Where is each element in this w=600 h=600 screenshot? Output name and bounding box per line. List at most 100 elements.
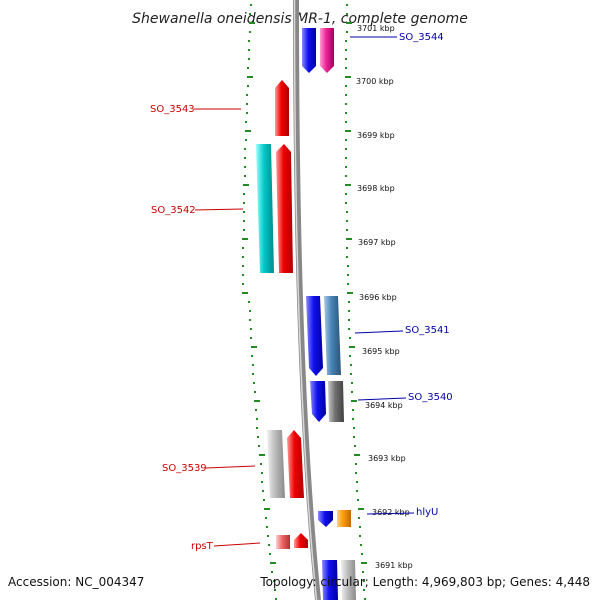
gene-feature[interactable] — [287, 430, 304, 498]
tick-mark — [251, 355, 253, 357]
tick-mark — [243, 211, 245, 213]
gene-feature[interactable] — [276, 535, 290, 549]
gene-feature[interactable] — [318, 511, 333, 527]
tick-mark — [265, 517, 267, 519]
tick-mark — [244, 175, 246, 177]
gene-feature[interactable] — [322, 560, 338, 600]
tick-mark — [345, 184, 351, 186]
tick-mark — [275, 598, 277, 600]
tick-mark — [268, 544, 270, 546]
tick-mark — [243, 184, 249, 186]
tick-mark — [262, 490, 264, 492]
tick-mark — [354, 445, 356, 447]
tick-mark — [346, 22, 352, 24]
tick-mark — [254, 391, 256, 393]
tick-mark — [351, 391, 353, 393]
tick-mark — [345, 103, 347, 105]
tick-mark — [250, 328, 252, 330]
tick-mark — [345, 130, 351, 132]
tick-mark — [349, 337, 351, 339]
tick-mark — [355, 472, 357, 474]
tick-mark — [247, 76, 253, 78]
gene-feature[interactable] — [320, 28, 334, 73]
tick-mark — [346, 4, 348, 6]
kbp-label: 3692 kbp — [372, 508, 410, 517]
tick-mark — [269, 553, 271, 555]
gene-feature[interactable] — [324, 296, 341, 375]
tick-mark — [345, 94, 347, 96]
tick-mark — [345, 58, 347, 60]
gene-feature[interactable] — [341, 560, 356, 600]
tick-mark — [355, 463, 357, 465]
tick-mark — [347, 292, 353, 294]
tick-mark — [357, 499, 359, 501]
tick-mark — [245, 121, 247, 123]
kbp-label: 3691 kbp — [375, 561, 413, 570]
gene-feature[interactable] — [275, 80, 289, 136]
tick-mark — [249, 310, 251, 312]
kbp-label: 3701 kbp — [357, 24, 395, 33]
tick-mark — [250, 4, 252, 6]
gene-feature[interactable] — [294, 533, 308, 548]
left-dotted-border — [242, 4, 277, 600]
gene-label-so-3540[interactable]: SO_3540 — [408, 392, 453, 403]
tick-mark — [351, 382, 353, 384]
tick-mark — [360, 544, 362, 546]
tick-mark — [358, 508, 364, 510]
accession-text: Accession: NC_004347 — [8, 575, 144, 589]
tick-mark — [345, 121, 347, 123]
gene-features — [256, 28, 356, 600]
tick-mark — [242, 283, 244, 285]
kbp-label: 3698 kbp — [357, 184, 395, 193]
tick-mark — [354, 454, 360, 456]
tick-mark — [364, 598, 366, 600]
kbp-scale: 3701 kbp 3700 kbp 3699 kbp 3698 kbp 3697… — [356, 24, 413, 570]
tick-mark — [345, 67, 347, 69]
gene-feature[interactable] — [276, 144, 293, 273]
gene-feature[interactable] — [256, 144, 274, 273]
tick-mark — [271, 571, 273, 573]
right-gene-labels: SO_3544 SO_3541 SO_3540 hlyU — [350, 32, 453, 518]
tick-mark — [255, 409, 257, 411]
gene-label-hlyu[interactable]: hlyU — [416, 507, 438, 518]
tick-mark — [353, 436, 355, 438]
gene-feature[interactable] — [267, 430, 285, 498]
genome-backbone-highlight — [293, 0, 318, 600]
gene-label-rpst[interactable]: rpsT — [191, 541, 214, 552]
tick-mark — [359, 526, 361, 528]
gene-feature[interactable] — [337, 510, 351, 527]
tick-mark — [267, 535, 269, 537]
gene-feature[interactable] — [310, 381, 326, 422]
tick-mark — [352, 418, 354, 420]
gene-feature[interactable] — [306, 296, 323, 376]
tick-mark — [242, 247, 244, 249]
tick-mark — [248, 40, 250, 42]
tick-mark — [352, 409, 354, 411]
tick-mark — [242, 265, 244, 267]
tick-mark — [243, 202, 245, 204]
tick-mark — [250, 337, 252, 339]
tick-mark — [363, 589, 365, 591]
gene-label-so-3544[interactable]: SO_3544 — [399, 32, 444, 43]
kbp-label: 3696 kbp — [359, 293, 397, 302]
gene-label-so-3543[interactable]: SO_3543 — [150, 104, 195, 115]
tick-mark — [245, 139, 247, 141]
tick-mark — [251, 346, 257, 348]
tick-mark — [249, 22, 255, 24]
tick-mark — [256, 418, 258, 420]
tick-mark — [347, 283, 349, 285]
gene-label-so-3539[interactable]: SO_3539 — [162, 463, 207, 474]
gene-label-so-3542[interactable]: SO_3542 — [151, 205, 196, 216]
tick-mark — [249, 31, 251, 33]
gene-feature[interactable] — [328, 381, 344, 422]
tick-mark — [346, 31, 348, 33]
topology-text: Topology: circular; Length: 4,969,803 bp… — [259, 575, 590, 589]
genome-backbone — [293, 0, 321, 600]
tick-mark — [244, 148, 246, 150]
gene-label-so-3541[interactable]: SO_3541 — [405, 325, 450, 336]
tick-mark — [348, 310, 350, 312]
gene-feature[interactable] — [302, 28, 316, 73]
tick-mark — [249, 13, 251, 15]
tick-mark — [346, 247, 348, 249]
